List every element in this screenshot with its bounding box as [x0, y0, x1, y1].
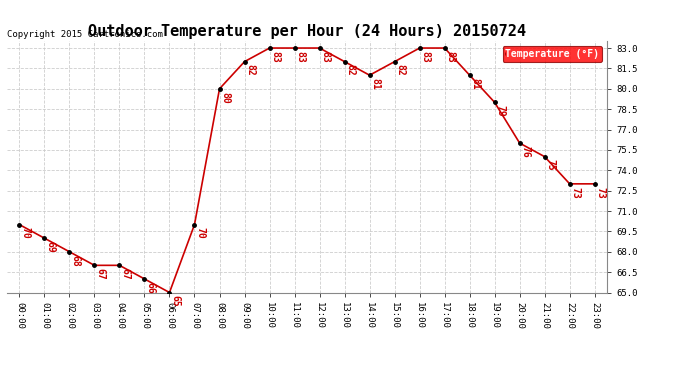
- Text: 70: 70: [20, 227, 30, 239]
- Text: 65: 65: [170, 295, 180, 307]
- Text: 82: 82: [245, 64, 255, 76]
- Text: 66: 66: [145, 282, 155, 294]
- Text: 81: 81: [370, 78, 380, 90]
- Text: 83: 83: [295, 51, 305, 63]
- Text: Copyright 2015 Cartronics.com: Copyright 2015 Cartronics.com: [7, 30, 163, 39]
- Text: 82: 82: [395, 64, 405, 76]
- Text: 76: 76: [520, 146, 530, 158]
- Text: 68: 68: [70, 255, 80, 266]
- Text: 73: 73: [595, 187, 605, 198]
- Text: 69: 69: [45, 241, 55, 253]
- Text: 81: 81: [470, 78, 480, 90]
- Text: 82: 82: [345, 64, 355, 76]
- Title: Outdoor Temperature per Hour (24 Hours) 20150724: Outdoor Temperature per Hour (24 Hours) …: [88, 24, 526, 39]
- Text: 75: 75: [545, 159, 555, 171]
- Legend: Temperature (°F): Temperature (°F): [502, 46, 602, 62]
- Text: 83: 83: [420, 51, 430, 63]
- Text: 80: 80: [220, 92, 230, 103]
- Text: 70: 70: [195, 227, 205, 239]
- Text: 83: 83: [445, 51, 455, 63]
- Text: 79: 79: [495, 105, 505, 117]
- Text: 67: 67: [120, 268, 130, 280]
- Text: 67: 67: [95, 268, 105, 280]
- Text: 83: 83: [270, 51, 280, 63]
- Text: 83: 83: [320, 51, 330, 63]
- Text: 73: 73: [570, 187, 580, 198]
